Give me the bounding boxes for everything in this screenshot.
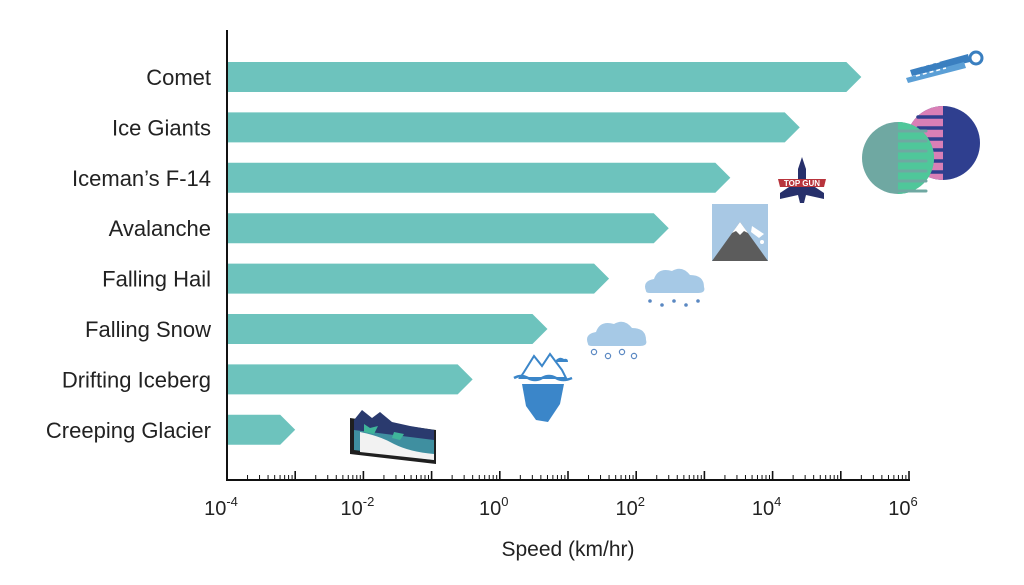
category-label-1: Ice Giants bbox=[112, 115, 211, 140]
tick-label-0: 10-4 bbox=[204, 494, 238, 520]
tick-base: 10 bbox=[204, 498, 226, 520]
ice-giants-icon bbox=[862, 106, 980, 194]
bar-3 bbox=[228, 213, 669, 244]
tick-exponent: -4 bbox=[226, 494, 238, 509]
tick-base: 10 bbox=[615, 498, 637, 520]
tick-exponent: 6 bbox=[911, 494, 918, 509]
bar-6 bbox=[228, 364, 473, 395]
bar-1 bbox=[228, 112, 800, 143]
tick-base: 10 bbox=[888, 498, 910, 520]
axes-layer bbox=[226, 30, 910, 481]
ticks-layer bbox=[226, 471, 910, 480]
category-label-7: Creeping Glacier bbox=[46, 418, 211, 443]
tick-label-3: 102 bbox=[615, 494, 644, 520]
bar-0 bbox=[228, 62, 862, 92]
avalanche-mountain-icon bbox=[712, 204, 768, 261]
bars-layer bbox=[228, 62, 862, 445]
tick-exponent: 0 bbox=[501, 494, 508, 509]
iceberg-icon bbox=[513, 352, 573, 422]
hail-cloud-icon bbox=[645, 268, 705, 307]
labels-layer: Comet Ice Giants Iceman’s F-14 Avalanche Fal… bbox=[46, 65, 918, 520]
bar-4 bbox=[228, 263, 610, 294]
tick-exponent: -2 bbox=[363, 494, 375, 509]
bar-7 bbox=[228, 414, 296, 445]
bar-2 bbox=[228, 162, 731, 193]
comet-icon bbox=[906, 50, 984, 83]
tick-label-4: 104 bbox=[752, 494, 781, 520]
category-label-3: Avalanche bbox=[109, 216, 211, 241]
tick-base: 10 bbox=[479, 498, 501, 520]
glacier-icon bbox=[350, 410, 436, 464]
bar-5 bbox=[228, 314, 548, 344]
category-label-4: Falling Hail bbox=[102, 267, 211, 292]
category-label-2: Iceman’s F-14 bbox=[72, 166, 211, 191]
tick-base: 10 bbox=[340, 498, 362, 520]
tick-exponent: 2 bbox=[638, 494, 645, 509]
category-label-6: Drifting Iceberg bbox=[62, 367, 211, 392]
jet-badge-text: TOP GUN bbox=[784, 179, 820, 188]
tick-label-1: 10-2 bbox=[340, 494, 374, 520]
tick-label-2: 100 bbox=[479, 494, 508, 520]
x-axis-title: Speed (km/hr) bbox=[501, 538, 634, 561]
category-label-0: Comet bbox=[146, 65, 211, 90]
tick-base: 10 bbox=[752, 498, 774, 520]
tick-exponent: 4 bbox=[774, 494, 781, 509]
category-label-5: Falling Snow bbox=[85, 317, 211, 342]
snow-cloud-icon bbox=[587, 321, 647, 360]
icons-layer: TOP GUN bbox=[350, 50, 984, 464]
fighter-jet-icon: TOP GUN bbox=[778, 157, 826, 203]
tick-label-5: 106 bbox=[888, 494, 917, 520]
